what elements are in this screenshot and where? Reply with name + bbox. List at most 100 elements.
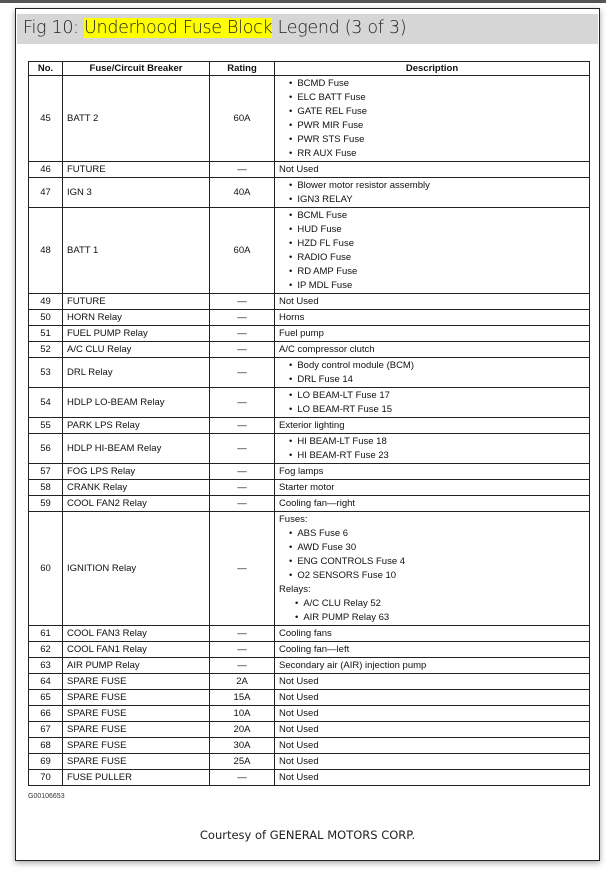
table-row: 63 AIR PUMP Relay — Secondary air (AIR) inj… bbox=[28, 657, 590, 674]
cell-rating: — bbox=[209, 479, 275, 496]
description-bullet: IP MDL Fuse bbox=[279, 279, 585, 293]
cell-description: Not Used bbox=[274, 161, 590, 178]
header-fuse: Fuse/Circuit Breaker bbox=[62, 61, 210, 76]
description-bullet: O2 SENSORS Fuse 10 bbox=[279, 569, 585, 583]
cell-no: 64 bbox=[28, 673, 63, 690]
description-bullet: HZD FL Fuse bbox=[279, 237, 585, 251]
table-row: 61 COOL FAN3 Relay — Cooling fans bbox=[28, 625, 590, 642]
description-bullet: ENG CONTROLS Fuse 4 bbox=[279, 555, 585, 569]
cell-fuse: FOG LPS Relay bbox=[62, 463, 210, 480]
cell-description: Body control module (BCM)DRL Fuse 14 bbox=[274, 357, 590, 388]
cell-no: 59 bbox=[28, 495, 63, 512]
cell-no: 68 bbox=[28, 737, 63, 754]
description-text: Horns bbox=[279, 312, 305, 323]
cell-rating: — bbox=[209, 433, 275, 464]
cell-no: 46 bbox=[28, 161, 63, 178]
table-row: 66 SPARE FUSE 10A Not Used bbox=[28, 705, 590, 722]
header-rating: Rating bbox=[209, 61, 275, 76]
figure-code: G00106653 bbox=[28, 793, 65, 800]
cell-fuse: SPARE FUSE bbox=[62, 705, 210, 722]
cell-no: 69 bbox=[28, 753, 63, 770]
cell-no: 49 bbox=[28, 293, 63, 310]
cell-rating: — bbox=[209, 309, 275, 326]
cell-description: Not Used bbox=[274, 293, 590, 310]
table-row: 69 SPARE FUSE 25A Not Used bbox=[28, 753, 590, 770]
cell-rating: 25A bbox=[209, 753, 275, 770]
cell-fuse: FUTURE bbox=[62, 161, 210, 178]
cell-rating: — bbox=[209, 161, 275, 178]
description-text: Cooling fans bbox=[279, 628, 332, 639]
description-bullet: ABS Fuse 6 bbox=[279, 527, 585, 541]
description-text: Not Used bbox=[279, 692, 319, 703]
description-text: Relays: bbox=[279, 584, 311, 595]
cell-no: 50 bbox=[28, 309, 63, 326]
description-bullet: Blower motor resistor assembly bbox=[279, 179, 585, 193]
description-text: Not Used bbox=[279, 296, 319, 307]
cell-no: 54 bbox=[28, 387, 63, 418]
description-bullet: HUD Fuse bbox=[279, 223, 585, 237]
table-row: 65 SPARE FUSE 15A Not Used bbox=[28, 689, 590, 706]
table-row: 58 CRANK Relay — Starter motor bbox=[28, 479, 590, 496]
cell-no: 51 bbox=[28, 325, 63, 342]
cell-description: Cooling fans bbox=[274, 625, 590, 642]
cell-description: Not Used bbox=[274, 673, 590, 690]
title-prefix: Fig 10: bbox=[23, 18, 85, 38]
table-row: 46 FUTURE — Not Used bbox=[28, 161, 590, 178]
description-text: Fog lamps bbox=[279, 466, 324, 477]
description-text: Fuses: bbox=[279, 514, 308, 525]
cell-rating: 15A bbox=[209, 689, 275, 706]
cell-fuse: BATT 1 bbox=[62, 207, 210, 294]
description-bullet: LO BEAM-LT Fuse 17 bbox=[279, 389, 585, 403]
cell-rating: — bbox=[209, 495, 275, 512]
cell-no: 61 bbox=[28, 625, 63, 642]
header-description: Description bbox=[274, 61, 590, 76]
cell-no: 65 bbox=[28, 689, 63, 706]
table-row: 51 FUEL PUMP Relay — Fuel pump bbox=[28, 325, 590, 342]
cell-description: Fuel pump bbox=[274, 325, 590, 342]
description-text: Starter motor bbox=[279, 482, 335, 493]
cell-rating: 60A bbox=[209, 207, 275, 294]
cell-description: Fuses: ABS Fuse 6AWD Fuse 30ENG CONTROLS … bbox=[274, 511, 590, 626]
cell-fuse: FUTURE bbox=[62, 293, 210, 310]
cell-no: 55 bbox=[28, 417, 63, 434]
fuse-legend-table: No. Fuse/Circuit Breaker Rating Descript… bbox=[28, 61, 590, 786]
cell-description: HI BEAM-LT Fuse 18HI BEAM-RT Fuse 23 bbox=[274, 433, 590, 464]
table-row: 59 COOL FAN2 Relay — Cooling fan—right bbox=[28, 495, 590, 512]
cell-fuse: COOL FAN1 Relay bbox=[62, 641, 210, 658]
table-row: 50 HORN Relay — Horns bbox=[28, 309, 590, 326]
cell-rating: — bbox=[209, 641, 275, 658]
cell-rating: — bbox=[209, 417, 275, 434]
cell-no: 60 bbox=[28, 511, 63, 626]
cell-rating: — bbox=[209, 293, 275, 310]
table-row: 70 FUSE PULLER — Not Used bbox=[28, 769, 590, 786]
cell-rating: 60A bbox=[209, 75, 275, 162]
cell-fuse: BATT 2 bbox=[62, 75, 210, 162]
description-bullet: LO BEAM-RT Fuse 15 bbox=[279, 403, 585, 417]
cell-fuse: PARK LPS Relay bbox=[62, 417, 210, 434]
cell-fuse: SPARE FUSE bbox=[62, 737, 210, 754]
cell-no: 48 bbox=[28, 207, 63, 294]
cell-description: BCML FuseHUD FuseHZD FL FuseRADIO FuseRD… bbox=[274, 207, 590, 294]
header-no: No. bbox=[28, 61, 63, 76]
cell-rating: — bbox=[209, 657, 275, 674]
cell-fuse: FUSE PULLER bbox=[62, 769, 210, 786]
cell-rating: 20A bbox=[209, 721, 275, 738]
figure-frame: Fig 10: Underhood Fuse Block Legend (3 o… bbox=[15, 8, 600, 861]
cell-fuse: DRL Relay bbox=[62, 357, 210, 388]
description-text: A/C compressor clutch bbox=[279, 344, 375, 355]
cell-fuse: HDLP LO-BEAM Relay bbox=[62, 387, 210, 418]
cell-description: A/C compressor clutch bbox=[274, 341, 590, 358]
cell-description: Not Used bbox=[274, 769, 590, 786]
description-bullet: BCML Fuse bbox=[279, 209, 585, 223]
cell-fuse: HORN Relay bbox=[62, 309, 210, 326]
description-bullet: AIR PUMP Relay 63 bbox=[279, 611, 585, 625]
description-bullet: HI BEAM-LT Fuse 18 bbox=[279, 435, 585, 449]
cell-rating: — bbox=[209, 325, 275, 342]
cell-fuse: IGN 3 bbox=[62, 177, 210, 208]
description-bullet: RD AMP Fuse bbox=[279, 265, 585, 279]
